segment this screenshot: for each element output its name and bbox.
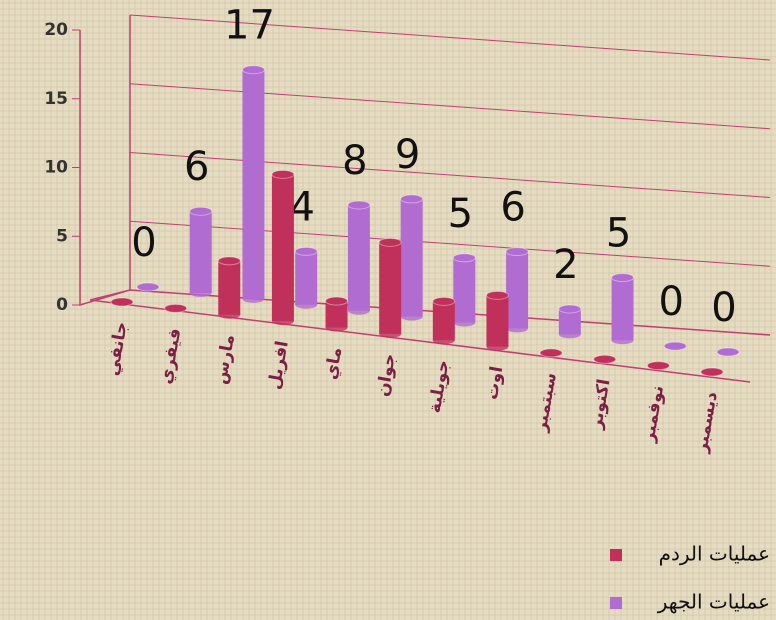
bar	[295, 251, 318, 305]
y-tick-label: 0	[56, 295, 68, 315]
cylinder-top	[485, 290, 509, 300]
bar	[432, 301, 455, 341]
y-tick-label: 5	[56, 226, 68, 246]
data-label: 5	[606, 211, 631, 257]
cylinder-top	[189, 206, 213, 216]
grid-line	[129, 220, 771, 267]
cylinder-top	[217, 256, 241, 266]
bar	[611, 277, 634, 341]
bar	[242, 69, 265, 299]
data-label: 8	[342, 138, 367, 184]
cylinder-top	[110, 297, 134, 307]
data-label: 6	[184, 144, 209, 190]
legend-swatch	[610, 549, 622, 561]
bar	[271, 174, 294, 322]
bar	[347, 205, 370, 311]
legend-swatch	[610, 597, 622, 609]
cylinder-top	[700, 367, 724, 377]
data-label: 9	[395, 132, 420, 178]
cylinder-top	[646, 361, 670, 371]
y-tick-label: 15	[44, 89, 68, 109]
cylinder-top	[136, 282, 160, 292]
cylinder-top	[611, 273, 635, 283]
cylinder-top	[347, 200, 371, 210]
bar	[558, 308, 581, 335]
cylinder-top	[400, 194, 424, 204]
grid-line	[129, 14, 771, 61]
bar	[453, 257, 476, 323]
cylinder-top	[294, 246, 318, 256]
cylinder-top	[539, 348, 563, 358]
bar	[325, 301, 348, 328]
cylinder-top	[716, 347, 740, 357]
y-tick-label: 10	[44, 158, 68, 178]
cylinder-top	[241, 65, 265, 75]
cylinder-top	[663, 341, 687, 351]
data-label: 2	[553, 242, 578, 288]
cylinder-top	[164, 303, 188, 313]
cylinder-top	[452, 253, 476, 263]
cylinder-top	[432, 296, 456, 306]
bar	[506, 251, 529, 329]
cylinder-top	[325, 296, 349, 306]
cylinder-top	[505, 247, 529, 257]
bar	[189, 211, 212, 293]
bar	[379, 242, 402, 334]
cylinder-top	[378, 237, 402, 247]
y-tick-label: 20	[44, 20, 68, 40]
data-label: 6	[500, 185, 525, 231]
data-label: 17	[224, 3, 275, 49]
data-label: 0	[711, 285, 736, 331]
bar	[218, 260, 241, 315]
cylinder-top	[593, 354, 617, 364]
grid-line	[129, 152, 771, 198]
data-label: 0	[131, 220, 156, 266]
data-label: 0	[659, 279, 684, 325]
legend-label: عمليات الردم	[659, 542, 770, 566]
data-label: 5	[448, 191, 473, 237]
legend-label: عمليات الجهر	[657, 590, 770, 614]
grid-line	[129, 83, 771, 130]
bar	[486, 295, 509, 347]
cylinder-top	[271, 169, 295, 179]
cylinder-top	[558, 304, 582, 314]
bar	[400, 198, 423, 317]
